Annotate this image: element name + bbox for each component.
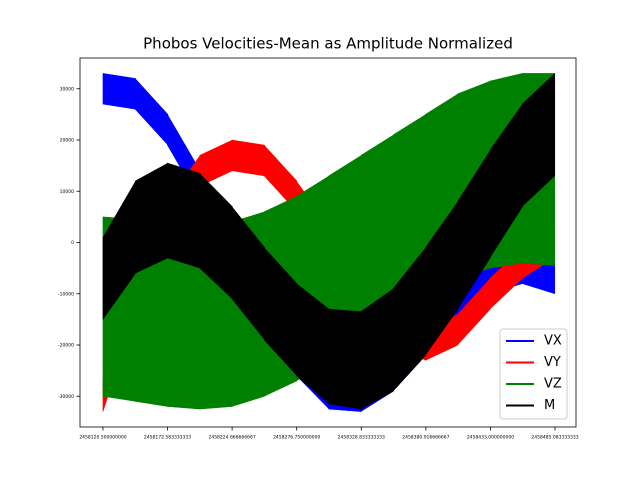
band-segment (489, 103, 523, 259)
legend-label: VY (544, 355, 561, 370)
band-segment (392, 246, 427, 392)
legend-box (499, 328, 568, 420)
y-tick-label: 20000 (60, 138, 74, 144)
band-segment (231, 139, 265, 177)
series-band (102, 72, 556, 410)
x-tick-label: 2458433.000000000 (467, 435, 514, 441)
y-tick-label: -30000 (58, 394, 74, 400)
band-segment (360, 288, 394, 410)
band-segment (425, 200, 459, 357)
y-tick-label: 30000 (60, 86, 74, 92)
band-segment (457, 149, 491, 310)
y-tick-label: -20000 (58, 343, 74, 349)
band-segment (134, 162, 169, 274)
x-tick-label: 2458224.666666667 (208, 435, 255, 441)
legend-label: M (544, 398, 555, 413)
legend-label: VZ (544, 377, 562, 392)
band-segment (457, 277, 491, 346)
band-segment (521, 72, 556, 208)
band-segment (102, 73, 136, 110)
band-segment (167, 162, 201, 269)
chart-title: Phobos Velocities-Mean as Amplitude Norm… (143, 35, 513, 53)
x-tick-label: 2458276.750000000 (273, 435, 320, 441)
legend-label: VX (544, 334, 562, 349)
x-tick-label: 2458172.583333333 (144, 435, 191, 441)
x-tick-label: 2458380.916666667 (402, 435, 449, 441)
y-tick-label: 10000 (60, 189, 74, 195)
x-tick-label: 2458328.833333333 (338, 435, 385, 441)
x-tick-label: 2458120.500000000 (79, 435, 126, 441)
y-tick-label: -10000 (58, 291, 74, 297)
y-tick-label: 0 (71, 240, 74, 246)
x-tick-label: 2458485.083333333 (531, 435, 578, 441)
band-segment (328, 308, 362, 410)
